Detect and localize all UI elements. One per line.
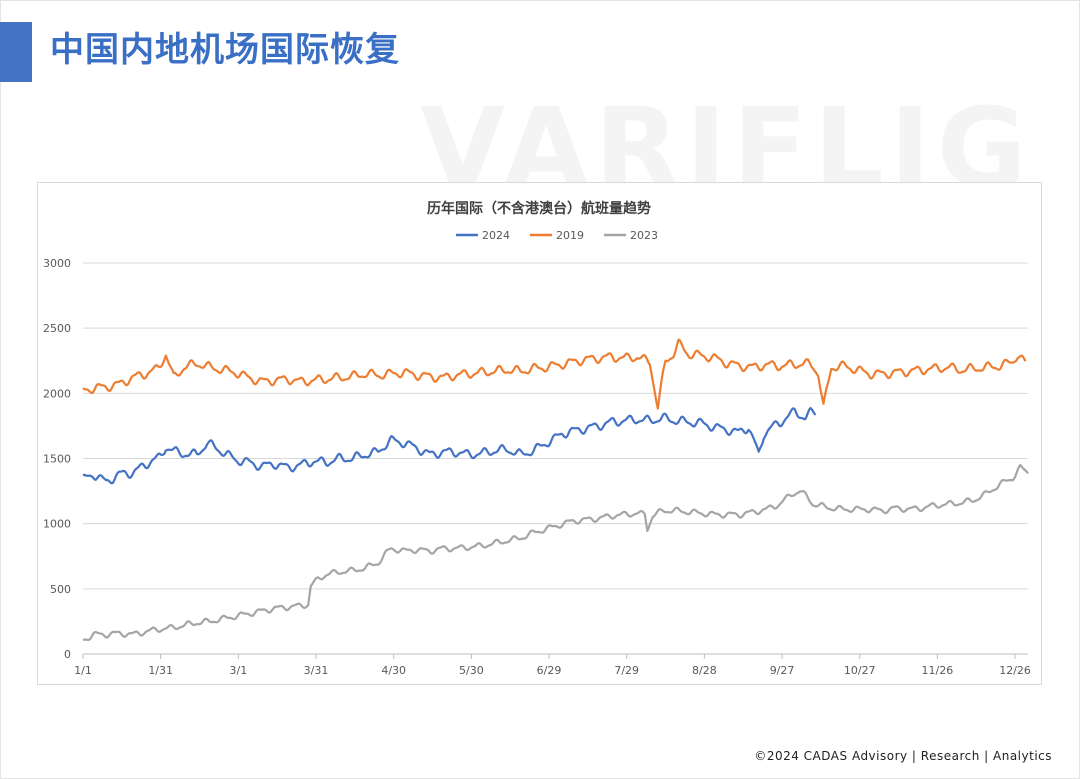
x-tick-label: 3/1: [229, 664, 247, 677]
chart-frame: 0 500 1000 1500 2000 2500 3000 1/1 1/31 3/1 3/31 4…: [37, 182, 1042, 685]
x-tick-label: 11/26: [922, 664, 954, 677]
x-axis-tick-labels: 1/1 1/31 3/1 3/31 4/30 5/30 6/29 7/29 8/28 9/27 10…: [74, 664, 1031, 677]
y-tick-label: 0: [64, 648, 71, 661]
y-axis-tick-labels: 0 500 1000 1500 2000 2500 3000: [43, 257, 71, 661]
y-tick-label: 500: [50, 583, 71, 596]
series-line-2024: [82, 407, 817, 485]
x-tick-label: 7/29: [614, 664, 639, 677]
y-tick-label: 2000: [43, 387, 71, 400]
x-tick-label: 3/31: [304, 664, 329, 677]
chart-gridlines: [82, 262, 1028, 659]
line-chart: 0 500 1000 1500 2000 2500 3000 1/1 1/31 3/1 3/31 4…: [43, 200, 1031, 677]
x-tick-label: 1/31: [148, 664, 173, 677]
x-tick-label: 4/30: [381, 664, 406, 677]
legend-label-2019: 2019: [556, 229, 584, 242]
chart-legend: 2024 2019 2023: [456, 229, 658, 242]
series-line-2023: [82, 464, 1029, 642]
title-accent-bar: [0, 22, 32, 82]
x-tick-label: 9/27: [770, 664, 795, 677]
legend-label-2024: 2024: [482, 229, 510, 242]
series-line-2019: [82, 338, 1027, 410]
chart-title: 历年国际（不含港澳台）航班量趋势: [427, 200, 651, 217]
x-tick-label: 5/30: [459, 664, 484, 677]
x-tick-label: 10/27: [844, 664, 876, 677]
x-tick-label: 1/1: [74, 664, 92, 677]
x-tick-label: 8/28: [692, 664, 717, 677]
y-tick-label: 2500: [43, 322, 71, 335]
y-tick-label: 3000: [43, 257, 71, 270]
chart-series: [82, 338, 1029, 642]
y-tick-label: 1500: [43, 453, 71, 466]
x-tick-label: 6/29: [537, 664, 562, 677]
x-tick-label: 12/26: [999, 664, 1031, 677]
footer-copyright: ©2024 CADAS Advisory | Research | Analyt…: [754, 749, 1052, 763]
y-tick-label: 1000: [43, 518, 71, 531]
page-title: 中国内地机场国际恢复: [50, 30, 400, 70]
legend-label-2023: 2023: [630, 229, 658, 242]
